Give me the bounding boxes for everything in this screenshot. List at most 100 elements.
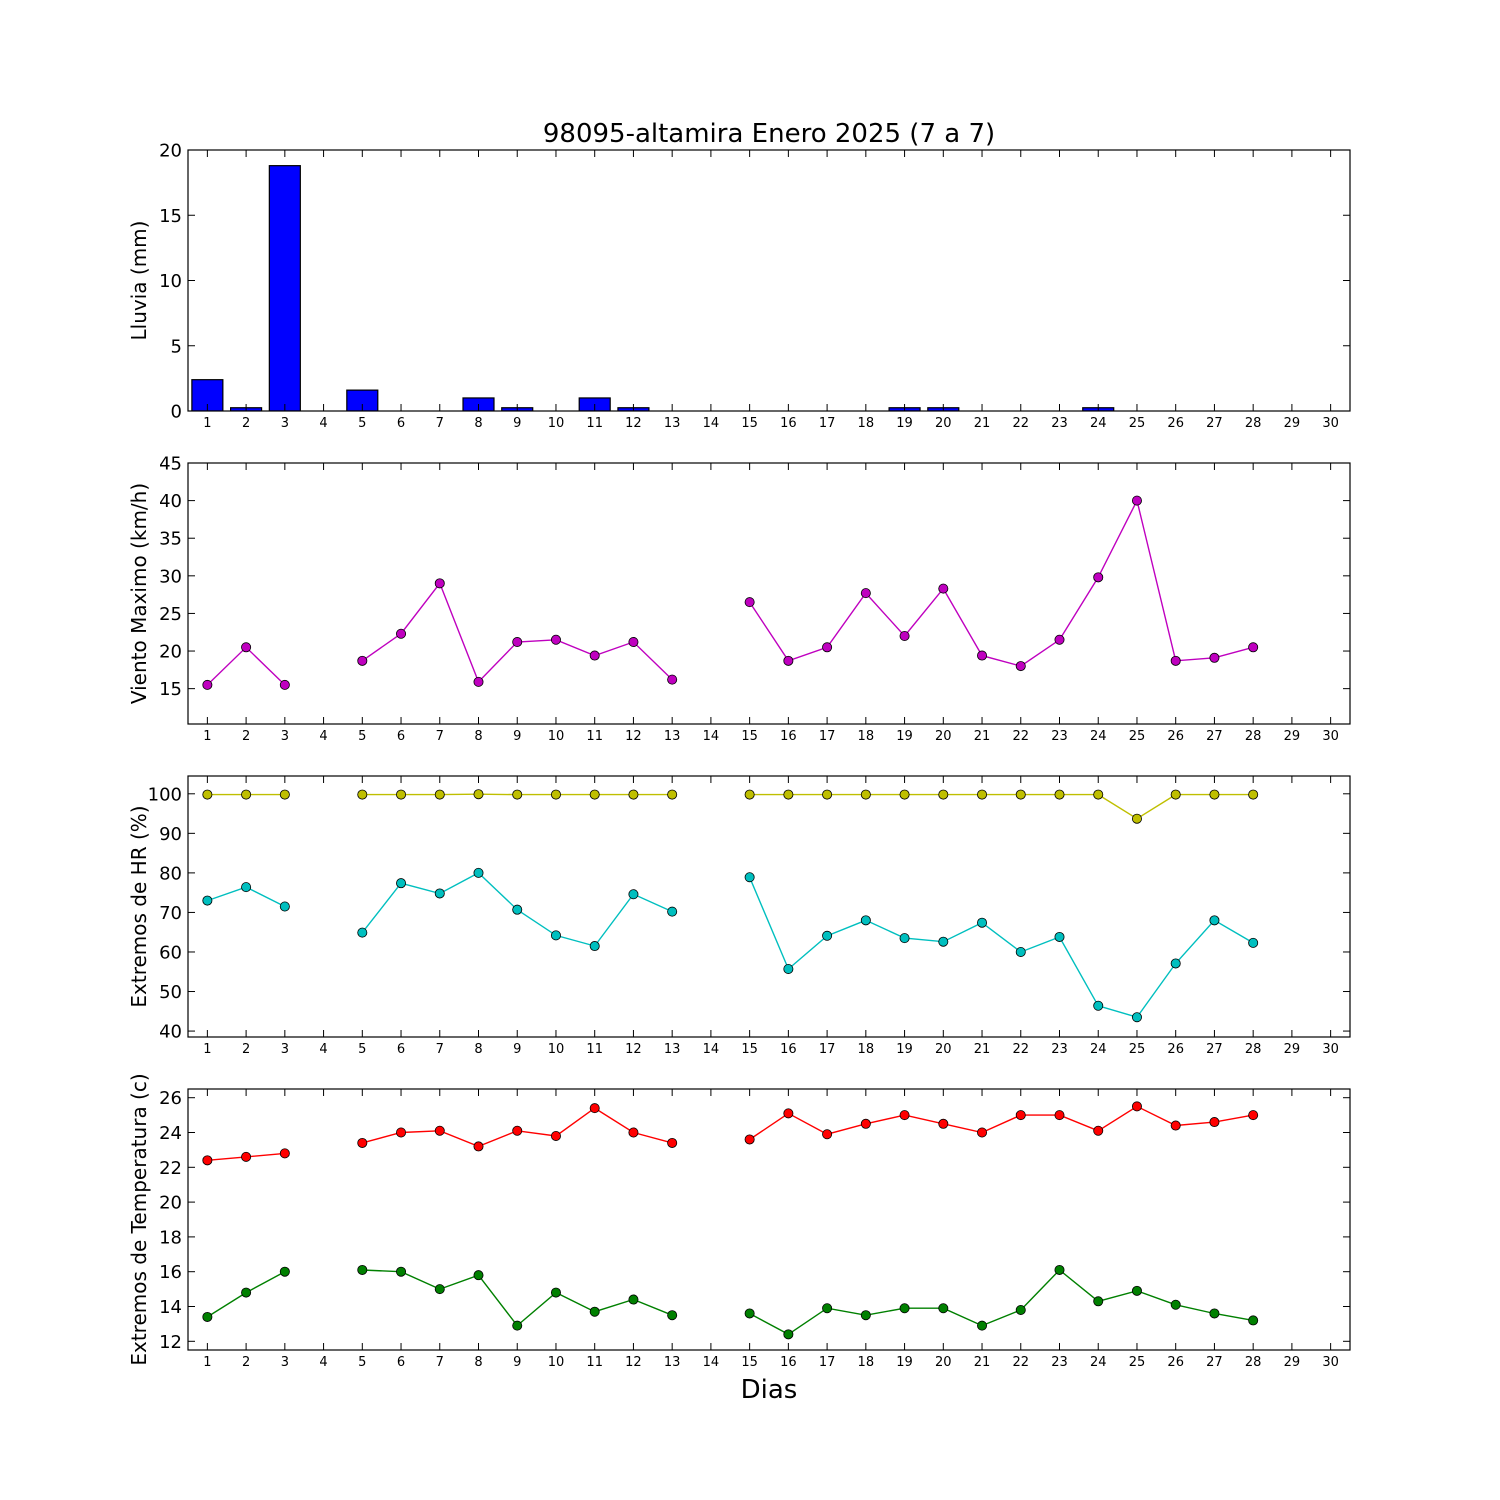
x-tick-label: 5	[358, 416, 366, 431]
x-tick-label: 26	[1167, 416, 1184, 431]
point-day-20	[938, 936, 949, 947]
chart-title: 98095-altamira Enero 2025 (7 a 7)	[543, 119, 995, 149]
point-day-18	[860, 1118, 871, 1129]
x-tick-label: 20	[935, 416, 952, 431]
x-tick-label: 28	[1245, 416, 1262, 431]
x-tick-label: 4	[319, 416, 327, 431]
point-day-18	[860, 789, 871, 800]
x-tick-label: 26	[1167, 1042, 1184, 1057]
x-tick-label: 4	[319, 1042, 327, 1057]
x-tick-label: 13	[664, 1355, 681, 1370]
point-day-2	[241, 642, 252, 653]
point-day-17	[822, 1129, 833, 1140]
point-day-27	[1209, 1308, 1220, 1319]
y-axis-label: Extremos de Temperatura (c)	[127, 1073, 151, 1365]
series-line-segment-3	[749, 498, 1254, 667]
x-tick-label: 21	[974, 1042, 991, 1057]
x-tick-label: 29	[1284, 1042, 1301, 1057]
point-day-2	[241, 1287, 252, 1298]
point-day-12	[628, 889, 639, 900]
x-tick-label: 11	[586, 1355, 603, 1370]
point-day-15	[744, 1134, 755, 1145]
point-day-26	[1170, 789, 1181, 800]
x-tick-label: 7	[436, 729, 444, 744]
point-day-16	[783, 1108, 794, 1119]
y-tick-label: 15	[159, 206, 182, 227]
y-tick-label: 24	[159, 1123, 182, 1144]
x-axis-label: Dias	[741, 1375, 798, 1405]
x-tick-label: 17	[819, 1355, 836, 1370]
point-day-24	[1093, 572, 1104, 583]
point-day-15	[744, 597, 755, 608]
point-day-23	[1054, 931, 1065, 942]
point-day-28	[1248, 1110, 1259, 1121]
x-tick-label: 1	[203, 1355, 211, 1370]
point-day-7	[434, 888, 445, 899]
x-tick-label: 15	[741, 1042, 758, 1057]
point-day-10	[550, 789, 561, 800]
series-line-segment-3	[748, 876, 1254, 1019]
y-tick-label: 25	[159, 604, 182, 625]
y-tick-label: 100	[148, 784, 182, 805]
y-tick-label: 45	[159, 454, 182, 475]
x-tick-label: 2	[242, 1355, 250, 1370]
y-tick-label: 26	[159, 1088, 182, 1109]
x-tick-label: 7	[436, 416, 444, 431]
x-tick-label: 14	[703, 416, 720, 431]
x-tick-label: 13	[664, 729, 681, 744]
series-2	[202, 867, 1259, 1023]
x-tick-label: 18	[858, 1042, 875, 1057]
x-tick-label: 24	[1090, 1355, 1107, 1370]
series-line-segment-3	[749, 1269, 1254, 1336]
x-tick-label: 7	[436, 1042, 444, 1057]
point-day-27	[1209, 1117, 1220, 1128]
point-day-27	[1209, 915, 1220, 926]
x-tick-label: 3	[281, 1042, 289, 1057]
x-tick-label: 22	[1012, 416, 1029, 431]
x-tick-label: 24	[1090, 729, 1107, 744]
series-line-segment-3	[749, 793, 1254, 820]
y-tick-label: 50	[159, 982, 182, 1003]
point-day-7	[434, 1284, 445, 1295]
x-tick-label: 5	[358, 1042, 366, 1057]
series-line-segment-3	[749, 1105, 1254, 1141]
x-tick-label: 23	[1051, 729, 1068, 744]
x-tick-label: 3	[281, 1355, 289, 1370]
x-tick-label: 1	[203, 416, 211, 431]
x-tick-label: 2	[242, 729, 250, 744]
y-tick-label: 20	[159, 141, 182, 162]
x-tick-label: 25	[1129, 729, 1146, 744]
x-tick-label: 30	[1322, 1355, 1339, 1370]
point-day-13	[667, 789, 678, 800]
point-day-22	[1015, 1304, 1026, 1315]
point-day-21	[977, 917, 988, 928]
x-tick-label: 6	[397, 1042, 405, 1057]
x-tick-label: 25	[1129, 1355, 1146, 1370]
x-tick-label: 5	[358, 1355, 366, 1370]
point-day-15	[744, 789, 755, 800]
x-tick-label: 28	[1245, 1042, 1262, 1057]
point-day-18	[860, 915, 871, 926]
x-tick-label: 13	[664, 1042, 681, 1057]
x-tick-label: 24	[1090, 1042, 1107, 1057]
x-tick-label: 26	[1167, 1355, 1184, 1370]
point-day-6	[396, 878, 407, 889]
point-day-20	[938, 1303, 949, 1314]
point-day-11	[589, 650, 600, 661]
point-day-16	[783, 655, 794, 666]
y-axis-label: Viento Maximo (km/h)	[127, 483, 151, 704]
x-tick-label: 9	[513, 1042, 521, 1057]
point-day-9	[512, 1320, 523, 1331]
point-day-22	[1015, 789, 1026, 800]
point-day-28	[1248, 937, 1259, 948]
x-tick-label: 10	[548, 729, 565, 744]
point-day-22	[1015, 1110, 1026, 1121]
x-tick-label: 27	[1206, 729, 1223, 744]
x-tick-label: 4	[319, 1355, 327, 1370]
point-day-11	[589, 1306, 600, 1317]
x-tick-label: 18	[858, 729, 875, 744]
point-day-23	[1054, 634, 1065, 645]
point-day-19	[899, 1303, 910, 1314]
